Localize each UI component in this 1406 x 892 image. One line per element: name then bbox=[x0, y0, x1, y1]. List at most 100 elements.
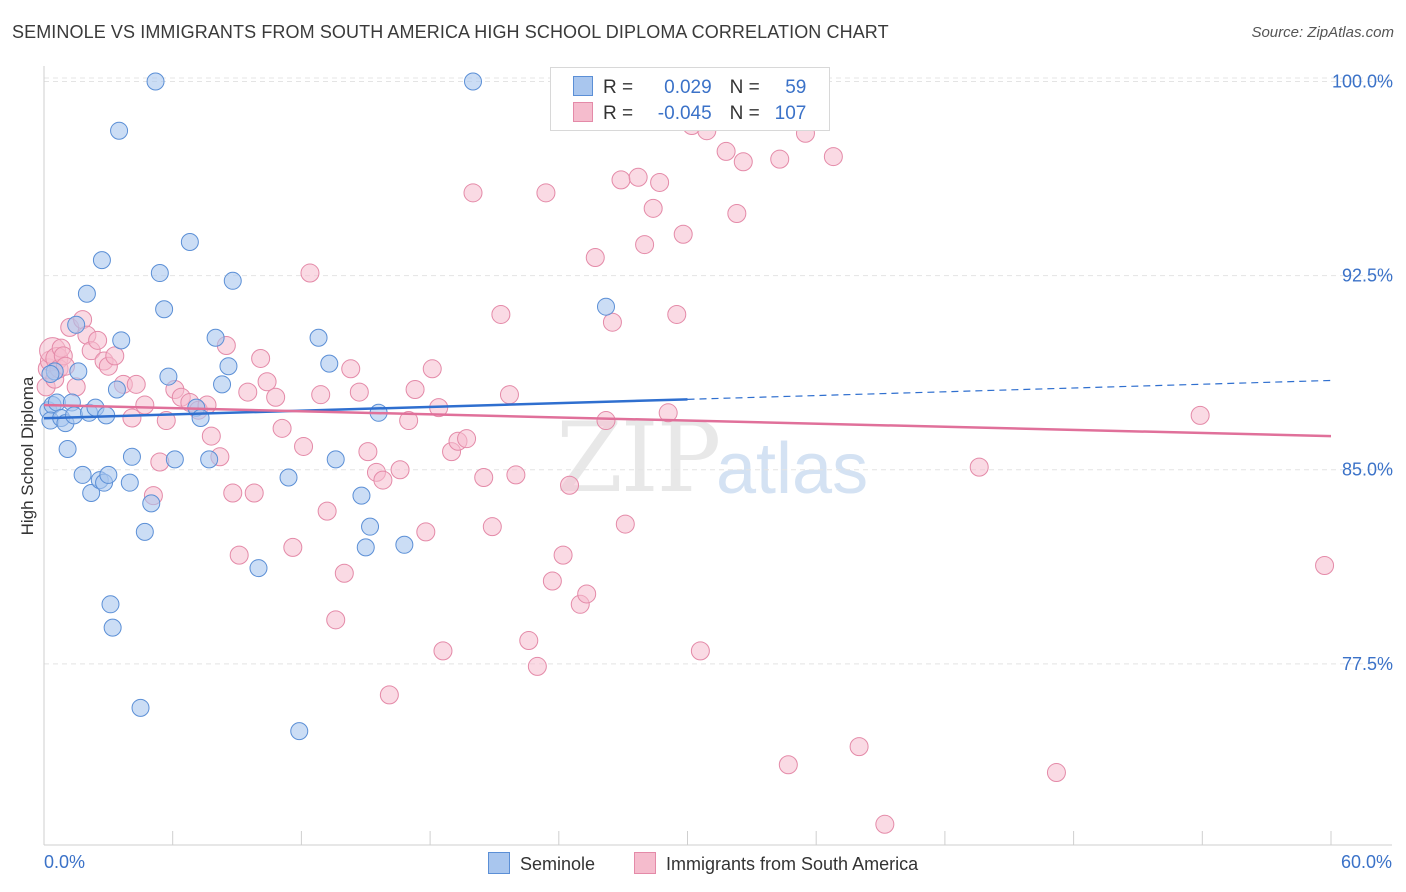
point-immigrants-48 bbox=[334, 563, 354, 583]
watermark-atlas: atlas bbox=[716, 429, 869, 509]
y-tick-labels: 77.5% 85.0% 92.5% 100.0% bbox=[1332, 72, 1393, 674]
point-immigrants-88 bbox=[658, 403, 678, 423]
point-seminole-31 bbox=[142, 494, 161, 513]
point-immigrants-15 bbox=[88, 330, 108, 350]
point-seminole-41 bbox=[206, 328, 225, 347]
point-immigrants-86 bbox=[643, 198, 663, 218]
point-immigrants-76 bbox=[560, 475, 580, 495]
point-seminole-40 bbox=[200, 450, 219, 469]
n-label: N = bbox=[729, 103, 760, 124]
point-immigrants-79 bbox=[585, 248, 605, 268]
point-immigrants-72 bbox=[527, 656, 547, 676]
point-seminole-35 bbox=[159, 367, 178, 386]
legend-item-immigrants: Immigrants from South America bbox=[634, 852, 918, 875]
point-immigrants-105 bbox=[1190, 405, 1210, 425]
point-seminole-25 bbox=[110, 121, 129, 140]
point-immigrants-65 bbox=[463, 183, 483, 203]
n-label: N = bbox=[729, 77, 760, 98]
point-immigrants-43 bbox=[294, 436, 314, 456]
point-immigrants-45 bbox=[311, 385, 331, 405]
r-value: 0.029 bbox=[664, 77, 712, 98]
point-immigrants-71 bbox=[519, 631, 539, 651]
point-seminole-58 bbox=[41, 364, 60, 383]
chart-title: SEMINOLE VS IMMIGRANTS FROM SOUTH AMERIC… bbox=[12, 22, 889, 42]
point-seminole-43 bbox=[219, 357, 238, 376]
legend-row-immigrants: R = -0.045 N = 107 bbox=[573, 102, 806, 126]
point-immigrants-66 bbox=[474, 467, 494, 487]
point-immigrants-39 bbox=[257, 372, 277, 392]
legend-row-seminole: R = 0.029 N = 59 bbox=[573, 76, 806, 100]
point-immigrants-61 bbox=[433, 641, 453, 661]
grid-lines bbox=[44, 77, 1392, 665]
point-seminole-10 bbox=[67, 315, 86, 334]
trend-line-seminole-extrapolated bbox=[687, 379, 1332, 400]
y-tick-label-3: 100.0% bbox=[1332, 72, 1393, 92]
point-immigrants-35 bbox=[229, 545, 249, 565]
y-tick-label-0: 77.5% bbox=[1342, 654, 1393, 674]
point-immigrants-90 bbox=[673, 224, 693, 244]
point-immigrants-74 bbox=[542, 571, 562, 591]
point-immigrants-78 bbox=[577, 584, 597, 604]
point-immigrants-89 bbox=[667, 304, 687, 324]
point-seminole-28 bbox=[122, 447, 141, 466]
n-value: 59 bbox=[785, 77, 807, 98]
point-immigrants-40 bbox=[266, 387, 286, 407]
point-seminole-12 bbox=[73, 465, 92, 484]
point-seminole-49 bbox=[320, 354, 339, 373]
point-immigrants-85 bbox=[635, 235, 655, 255]
point-immigrants-100 bbox=[823, 147, 843, 167]
point-seminole-29 bbox=[131, 698, 150, 717]
point-seminole-52 bbox=[356, 538, 375, 557]
point-immigrants-84 bbox=[628, 167, 648, 187]
point-immigrants-97 bbox=[770, 149, 790, 169]
point-immigrants-103 bbox=[969, 457, 989, 477]
point-immigrants-11 bbox=[66, 377, 86, 397]
pink-swatch-icon bbox=[573, 102, 593, 122]
point-seminole-4 bbox=[47, 393, 66, 412]
point-immigrants-36 bbox=[238, 382, 258, 402]
point-seminole-39 bbox=[191, 408, 210, 427]
blue-swatch-icon bbox=[573, 76, 593, 96]
point-seminole-23 bbox=[103, 618, 122, 637]
series-legend: Seminole Immigrants from South America bbox=[0, 852, 1406, 878]
point-seminole-18 bbox=[92, 251, 111, 270]
point-immigrants-38 bbox=[251, 348, 271, 368]
point-immigrants-102 bbox=[875, 814, 895, 834]
point-immigrants-21 bbox=[126, 374, 146, 394]
point-immigrants-64 bbox=[457, 429, 477, 449]
n-value: 107 bbox=[774, 103, 807, 124]
point-seminole-47 bbox=[290, 722, 309, 741]
point-immigrants-50 bbox=[349, 382, 369, 402]
point-seminole-32 bbox=[146, 72, 165, 91]
point-immigrants-94 bbox=[716, 141, 736, 161]
point-immigrants-57 bbox=[405, 380, 425, 400]
point-immigrants-92 bbox=[690, 641, 710, 661]
point-immigrants-75 bbox=[553, 545, 573, 565]
point-immigrants-98 bbox=[778, 755, 798, 775]
trend-lines bbox=[43, 379, 1332, 438]
point-seminole-50 bbox=[326, 450, 345, 469]
correlation-legend: R = 0.029 N = 59 R = -0.045 N = 107 bbox=[550, 67, 830, 131]
point-seminole-45 bbox=[249, 559, 268, 578]
blue-swatch-icon bbox=[488, 852, 510, 874]
point-seminole-56 bbox=[464, 72, 482, 91]
source-label: Source: ZipAtlas.com bbox=[1251, 24, 1394, 41]
point-immigrants-69 bbox=[499, 385, 519, 405]
point-seminole-42 bbox=[213, 375, 232, 394]
point-seminole-37 bbox=[180, 232, 199, 251]
point-immigrants-25 bbox=[156, 411, 176, 431]
x-tick-label-min: 0.0% bbox=[44, 852, 86, 872]
point-seminole-46 bbox=[279, 468, 298, 487]
point-immigrants-67 bbox=[482, 517, 502, 537]
r-value: -0.045 bbox=[657, 103, 712, 124]
point-immigrants-87 bbox=[650, 172, 670, 192]
point-immigrants-106 bbox=[1315, 555, 1335, 575]
point-immigrants-18 bbox=[105, 346, 125, 366]
point-immigrants-31 bbox=[201, 426, 221, 446]
legend-item-seminole: Seminole bbox=[488, 852, 595, 875]
point-immigrants-49 bbox=[341, 359, 361, 379]
point-immigrants-81 bbox=[602, 312, 622, 332]
point-seminole-15 bbox=[82, 484, 101, 503]
point-immigrants-73 bbox=[536, 183, 556, 203]
